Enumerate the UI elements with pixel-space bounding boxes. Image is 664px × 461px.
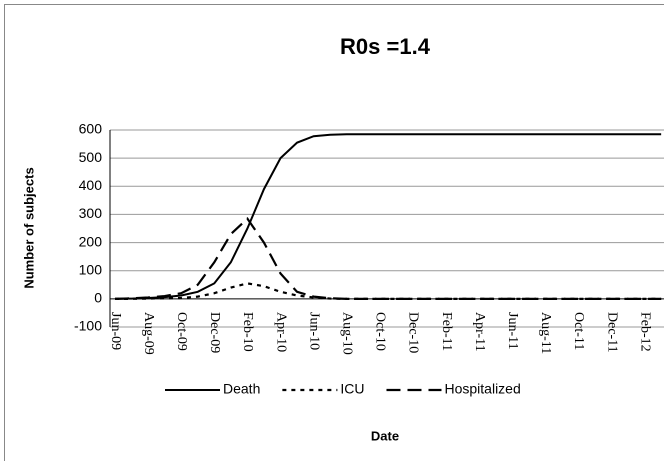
x-tick-label: Apr-11 bbox=[472, 312, 487, 352]
y-tick-label: -100 bbox=[74, 318, 102, 334]
data-line bbox=[114, 133, 662, 300]
x-tick-label: Jun-09 bbox=[108, 312, 123, 350]
x-tick-label: Oct-10 bbox=[373, 312, 388, 351]
x-tick-label: Feb-11 bbox=[439, 312, 454, 351]
x-axis-title: Date bbox=[371, 428, 399, 443]
x-tick-label: Feb-12 bbox=[637, 312, 652, 352]
x-tick-label: Oct-09 bbox=[174, 312, 189, 351]
x-tick-label: Jun-11 bbox=[505, 312, 520, 350]
x-tick-label: Aug-11 bbox=[538, 312, 553, 354]
x-tick-label: Aug-10 bbox=[339, 312, 354, 355]
data-line bbox=[114, 216, 662, 300]
legend-label: Death bbox=[223, 381, 260, 397]
legend-label: ICU bbox=[340, 381, 364, 397]
y-tick-label: 0 bbox=[94, 290, 102, 306]
y-tick-label: 600 bbox=[79, 121, 103, 137]
x-tick-label: Jun-10 bbox=[306, 312, 321, 350]
y-axis-title: Number of subjects bbox=[21, 167, 36, 288]
chart-title: R0s =1.4 bbox=[340, 34, 431, 59]
x-tick-label: Feb-10 bbox=[240, 312, 255, 352]
x-tick-label: Aug-09 bbox=[141, 312, 156, 355]
y-tick-label: 100 bbox=[79, 261, 103, 277]
legend-label: Hospitalized bbox=[444, 381, 520, 397]
x-tick-label: Oct-11 bbox=[571, 312, 586, 350]
x-tick-label: Apr-10 bbox=[273, 312, 288, 352]
x-tick-label: Dec-10 bbox=[406, 312, 421, 353]
x-tick-label: Dec-09 bbox=[207, 312, 222, 353]
y-tick-label: 400 bbox=[79, 177, 103, 193]
x-tick-label: Dec-11 bbox=[604, 312, 619, 353]
chart-frame bbox=[4, 4, 664, 461]
y-tick-label: 300 bbox=[79, 205, 103, 221]
y-tick-label: 500 bbox=[79, 149, 103, 165]
y-tick-label: 200 bbox=[79, 233, 103, 249]
data-line bbox=[115, 282, 662, 300]
